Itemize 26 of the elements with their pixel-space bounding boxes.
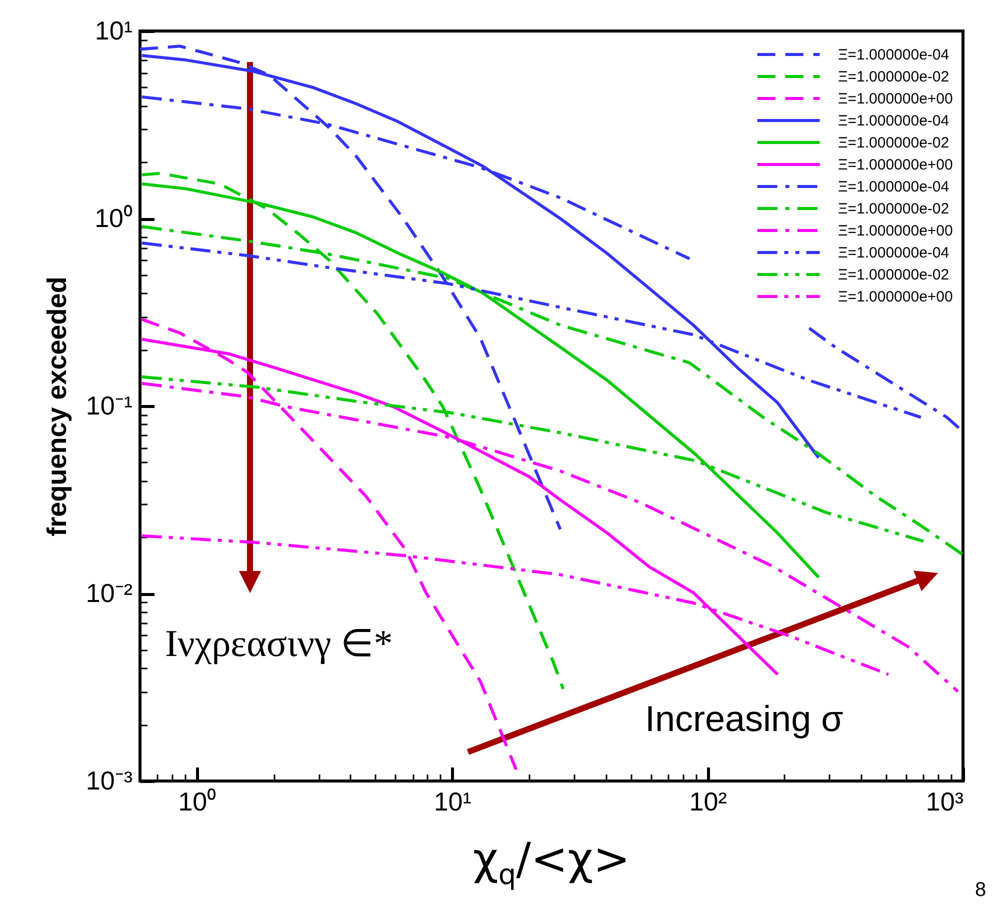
- x-tick-label: 10²: [689, 786, 728, 816]
- legend-label: Ξ=1.000000e+00: [838, 288, 953, 306]
- legend-label: Ξ=1.000000e+00: [838, 156, 953, 174]
- y-tick-label: 10⁻¹: [86, 390, 133, 420]
- legend-label: Ξ=1.000000e+00: [838, 222, 953, 240]
- text: 8: [975, 879, 986, 901]
- x-tick-label: 10⁰: [178, 786, 216, 816]
- x-tick-label: 10³: [926, 786, 964, 816]
- annotation: Increasing σ: [645, 698, 844, 739]
- legend-label: Ξ=1.000000e-02: [838, 200, 950, 218]
- legend-label: Ξ=1.000000e-02: [838, 266, 950, 284]
- legend-label: Ξ=1.000000e-04: [838, 46, 950, 64]
- legend-label: Ξ=1.000000e-02: [838, 134, 950, 152]
- legend-label: Ξ=1.000000e+00: [838, 90, 953, 108]
- legend-label: Ξ=1.000000e-04: [838, 178, 950, 196]
- y-axis-title: frequency exceeded: [42, 276, 72, 536]
- x-tick-label: 10¹: [434, 786, 472, 816]
- y-tick-label: 10⁰: [94, 203, 132, 233]
- legend-label: Ξ=1.000000e-02: [838, 68, 950, 86]
- x-axis-title: χ$_{q}$/<χ>: [472, 834, 632, 893]
- legend-label: Ξ=1.000000e-04: [838, 112, 950, 130]
- y-tick-label: 10⁻³: [86, 766, 133, 796]
- annotation: Ινχρεασινγ ∈*: [165, 623, 393, 665]
- y-tick-label: 10¹: [94, 16, 133, 46]
- y-tick-label: 10⁻²: [86, 578, 133, 608]
- legend-label: Ξ=1.000000e-04: [838, 244, 950, 262]
